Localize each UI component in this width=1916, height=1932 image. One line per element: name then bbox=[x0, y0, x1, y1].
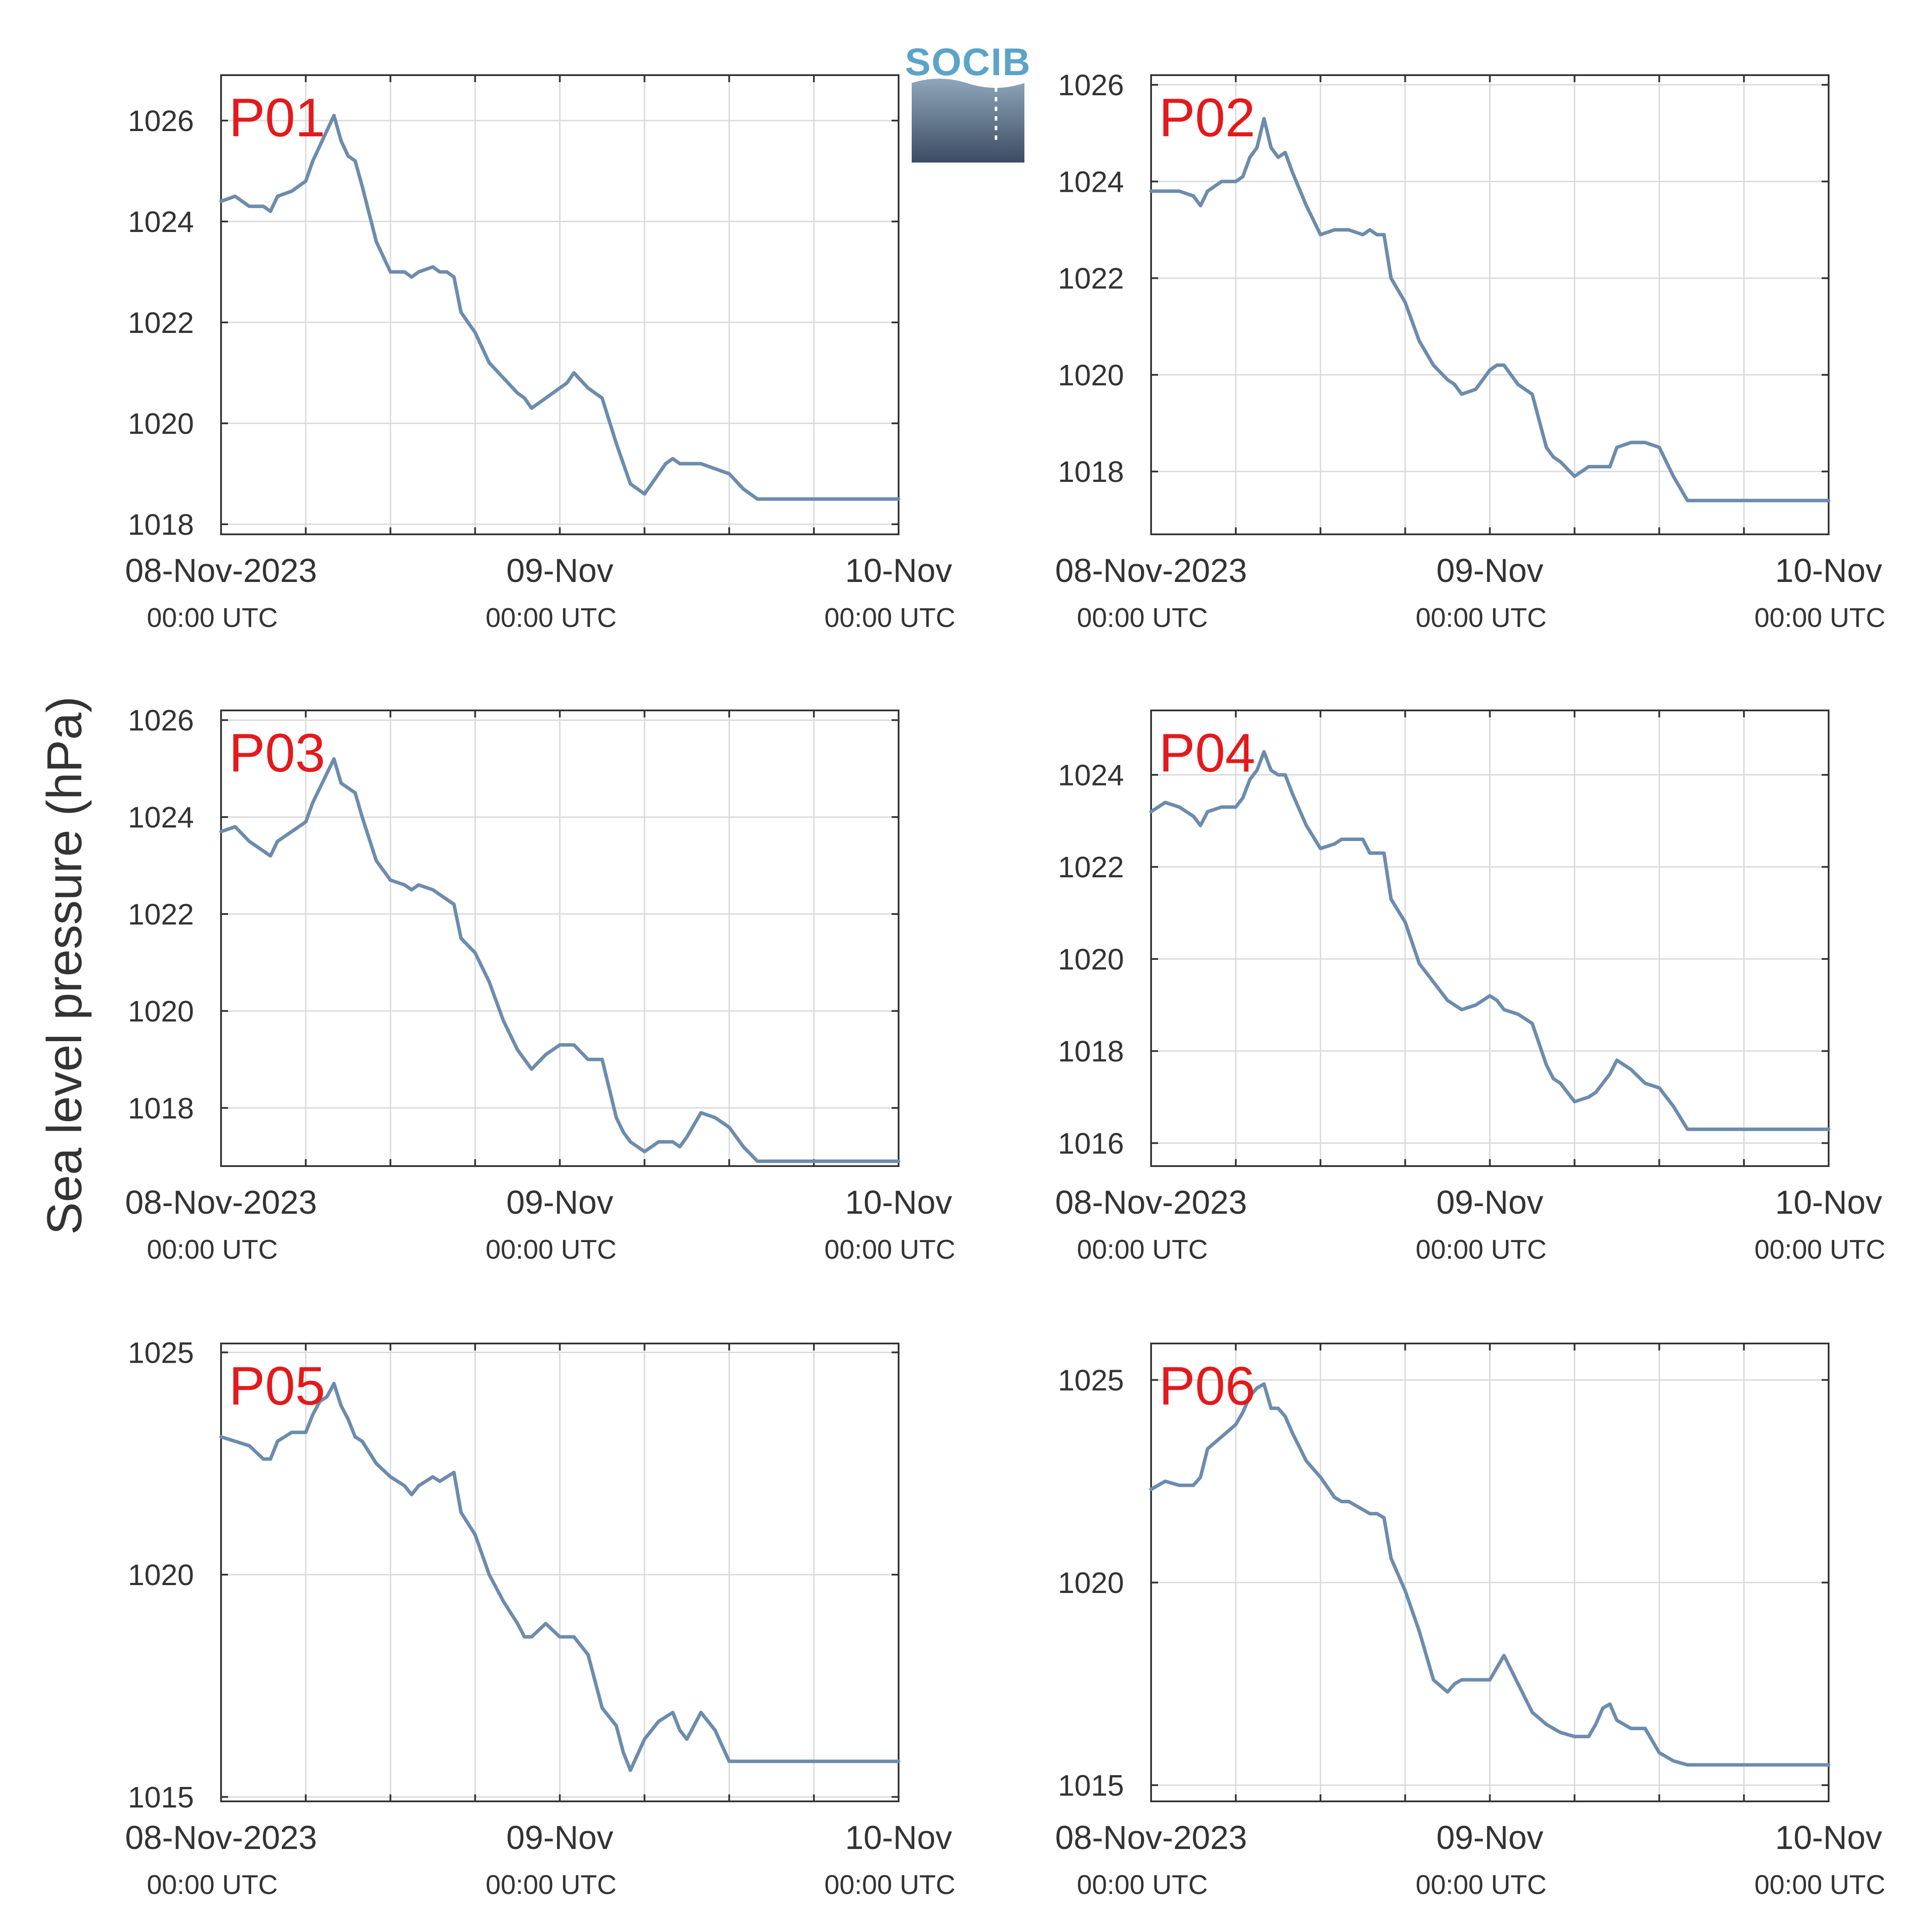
y-tick-label: 1020 bbox=[128, 1558, 194, 1592]
x-tick-label: 10-Nov bbox=[845, 1184, 952, 1221]
x-tick-sublabel: 00:00 UTC bbox=[1754, 1870, 1885, 1900]
x-tick-label: 09-Nov bbox=[1436, 1184, 1543, 1221]
chart-panel-p06: 1015 1020 1025 08-Nov-2023 00:00 UTC 09-Nov 00… bbox=[1055, 1343, 1885, 1900]
panel-label: P03 bbox=[229, 723, 325, 783]
y-tick-label: 1026 bbox=[128, 704, 194, 737]
chart-panel-p03: 1018 1020 1022 1024 1026 08-Nov-2023 00:00 UTC… bbox=[125, 704, 955, 1265]
series-line bbox=[219, 114, 900, 501]
series-line bbox=[219, 1381, 900, 1772]
x-tick-label: 09-Nov bbox=[506, 1184, 613, 1221]
panel-label: P05 bbox=[229, 1356, 325, 1416]
y-tick-label: 1018 bbox=[128, 1092, 194, 1125]
x-tick-label: 08-Nov-2023 bbox=[125, 1819, 317, 1856]
x-tick-sublabel: 00:00 UTC bbox=[824, 1235, 955, 1265]
x-tick-sublabel: 00:00 UTC bbox=[147, 1870, 278, 1900]
x-tick-sublabel: 00:00 UTC bbox=[1077, 1870, 1208, 1900]
y-tick-label: 1026 bbox=[1058, 69, 1124, 102]
x-tick-sublabel: 00:00 UTC bbox=[824, 603, 955, 633]
y-tick-label: 1024 bbox=[128, 801, 194, 834]
logo-text: SOCIB bbox=[905, 40, 1031, 83]
panels: 1018 1020 1022 1024 1026 08-Nov-2023 00:00 UTC… bbox=[125, 69, 1885, 1900]
x-tick-sublabel: 00:00 UTC bbox=[1754, 1235, 1885, 1265]
y-tick-label: 1026 bbox=[128, 104, 194, 138]
y-tick-label: 1024 bbox=[128, 205, 194, 239]
x-tick-label: 10-Nov bbox=[845, 1819, 952, 1856]
y-tick-label: 1022 bbox=[1058, 851, 1124, 884]
y-tick-label: 1020 bbox=[128, 407, 194, 440]
y-tick-label: 1020 bbox=[1058, 359, 1124, 392]
panel-label: P02 bbox=[1159, 88, 1255, 148]
y-tick-label: 1022 bbox=[1058, 262, 1124, 295]
x-tick-label: 08-Nov-2023 bbox=[1055, 552, 1247, 589]
x-tick-label: 09-Nov bbox=[1436, 552, 1543, 589]
chart-panel-p04: 1016 1018 1020 1022 1024 08-Nov-2023 00:00 UTC… bbox=[1055, 710, 1885, 1265]
chart-panel-p02: 1018 1020 1022 1024 1026 08-Nov-2023 00:00 UTC… bbox=[1055, 69, 1885, 633]
y-tick-label: 1024 bbox=[1058, 758, 1124, 792]
y-tick-label: 1018 bbox=[1058, 455, 1124, 488]
x-tick-sublabel: 00:00 UTC bbox=[147, 603, 278, 633]
x-tick-label: 10-Nov bbox=[1775, 1184, 1882, 1221]
x-tick-sublabel: 00:00 UTC bbox=[1416, 603, 1547, 633]
x-tick-sublabel: 00:00 UTC bbox=[1416, 1235, 1547, 1265]
logo-wave-block bbox=[912, 79, 1024, 163]
series-line bbox=[1149, 1382, 1830, 1767]
y-tick-label: 1020 bbox=[1058, 943, 1124, 976]
series-line bbox=[1149, 750, 1830, 1131]
panel-label: P01 bbox=[229, 88, 325, 148]
x-tick-sublabel: 00:00 UTC bbox=[1754, 603, 1885, 633]
x-tick-label: 09-Nov bbox=[506, 552, 613, 589]
y-tick-label: 1025 bbox=[128, 1336, 194, 1369]
x-tick-sublabel: 00:00 UTC bbox=[486, 1235, 617, 1265]
y-tick-label: 1018 bbox=[1058, 1035, 1124, 1068]
x-tick-label: 09-Nov bbox=[506, 1819, 613, 1856]
x-tick-sublabel: 00:00 UTC bbox=[1416, 1870, 1547, 1900]
x-tick-label: 10-Nov bbox=[845, 552, 952, 589]
y-tick-label: 1018 bbox=[128, 508, 194, 541]
x-tick-label: 10-Nov bbox=[1775, 552, 1882, 589]
y-tick-label: 1025 bbox=[1058, 1364, 1124, 1397]
y-tick-label: 1016 bbox=[1058, 1127, 1124, 1160]
series-line bbox=[1149, 117, 1830, 502]
chart-panel-p01: 1018 1020 1022 1024 1026 08-Nov-2023 00:00 UTC… bbox=[125, 74, 955, 633]
y-tick-label: 1022 bbox=[128, 898, 194, 931]
x-tick-label: 08-Nov-2023 bbox=[1055, 1819, 1247, 1856]
y-tick-label: 1015 bbox=[1058, 1769, 1124, 1802]
x-tick-label: 10-Nov bbox=[1775, 1819, 1882, 1856]
panel-label: P06 bbox=[1159, 1356, 1255, 1416]
x-tick-label: 08-Nov-2023 bbox=[1055, 1184, 1247, 1221]
x-tick-label: 09-Nov bbox=[1436, 1819, 1543, 1856]
y-tick-label: 1015 bbox=[128, 1781, 194, 1814]
x-tick-sublabel: 00:00 UTC bbox=[1077, 603, 1208, 633]
y-tick-label: 1020 bbox=[128, 995, 194, 1028]
x-tick-sublabel: 00:00 UTC bbox=[147, 1235, 278, 1265]
x-tick-label: 08-Nov-2023 bbox=[125, 1184, 317, 1221]
x-tick-label: 08-Nov-2023 bbox=[125, 552, 317, 589]
socib-logo: SOCIB bbox=[905, 40, 1031, 163]
y-tick-label: 1022 bbox=[128, 306, 194, 339]
y-tick-label: 1024 bbox=[1058, 165, 1124, 198]
x-tick-sublabel: 00:00 UTC bbox=[486, 1870, 617, 1900]
x-tick-sublabel: 00:00 UTC bbox=[486, 603, 617, 633]
series-line bbox=[219, 757, 900, 1163]
panel-label: P04 bbox=[1159, 723, 1255, 783]
y-axis-label: Sea level pressure (hPa) bbox=[37, 696, 92, 1235]
x-tick-sublabel: 00:00 UTC bbox=[1077, 1235, 1208, 1265]
y-tick-label: 1020 bbox=[1058, 1566, 1124, 1600]
x-tick-sublabel: 00:00 UTC bbox=[824, 1870, 955, 1900]
chart-panel-p05: 1015 1020 1025 08-Nov-2023 00:00 UTC 09-Nov 00… bbox=[125, 1336, 955, 1900]
